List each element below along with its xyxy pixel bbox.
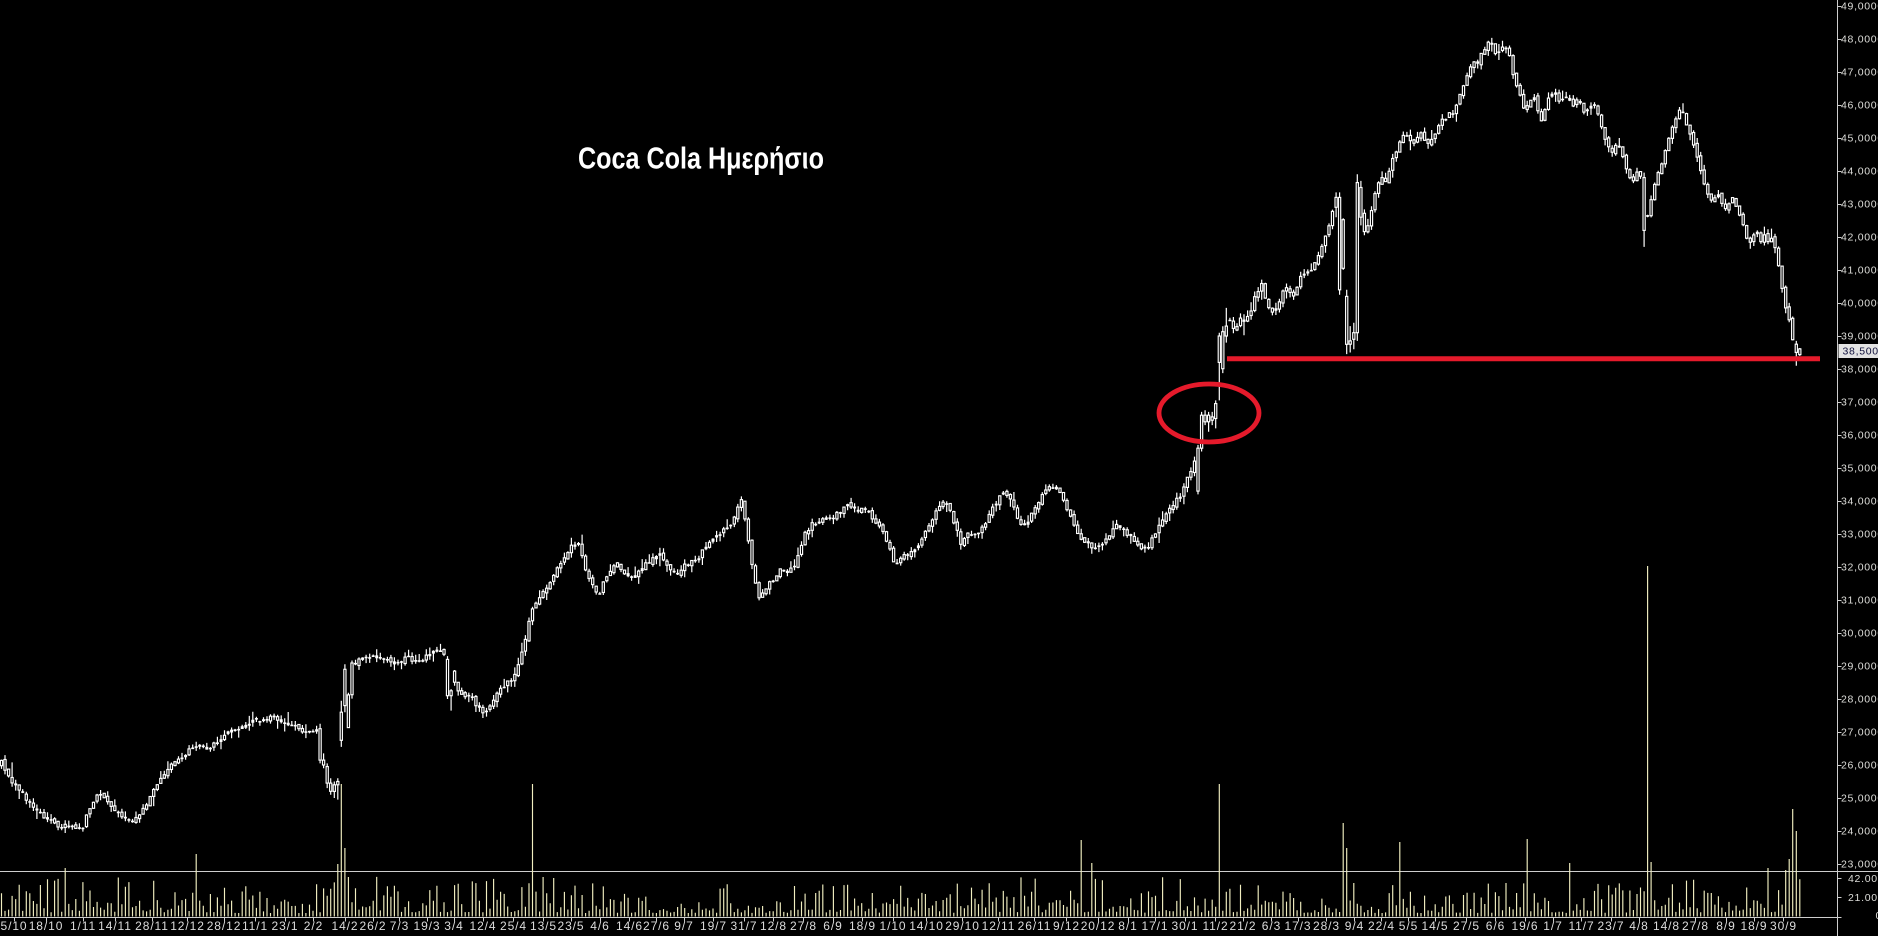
svg-text:14/5: 14/5 xyxy=(1422,919,1449,933)
svg-text:14/11: 14/11 xyxy=(98,919,132,933)
svg-text:26,0000: 26,0000 xyxy=(1841,760,1878,772)
svg-text:14/2: 14/2 xyxy=(332,919,359,933)
svg-text:33,0000: 33,0000 xyxy=(1841,529,1878,541)
svg-text:8/1: 8/1 xyxy=(1118,919,1137,933)
svg-text:49,0000: 49,0000 xyxy=(1841,1,1878,13)
svg-text:27/6: 27/6 xyxy=(643,919,670,933)
svg-text:27,0000: 27,0000 xyxy=(1841,727,1878,739)
svg-text:31/7: 31/7 xyxy=(731,919,758,933)
svg-text:20/12: 20/12 xyxy=(1081,919,1116,933)
svg-text:4/8: 4/8 xyxy=(1629,919,1648,933)
svg-text:12/4: 12/4 xyxy=(470,919,497,933)
svg-text:28,0000: 28,0000 xyxy=(1841,694,1878,706)
svg-text:3/4: 3/4 xyxy=(444,919,463,933)
svg-text:6/3: 6/3 xyxy=(1262,919,1281,933)
svg-text:17/3: 17/3 xyxy=(1285,919,1312,933)
svg-text:46,0000: 46,0000 xyxy=(1841,100,1878,112)
svg-text:14/8: 14/8 xyxy=(1653,919,1680,933)
svg-text:39,0000: 39,0000 xyxy=(1841,331,1878,343)
svg-text:11/1: 11/1 xyxy=(242,919,268,933)
svg-text:27/8: 27/8 xyxy=(790,919,817,933)
svg-text:38,5000: 38,5000 xyxy=(1843,346,1878,358)
svg-text:1/7: 1/7 xyxy=(1543,919,1562,933)
svg-text:27/8: 27/8 xyxy=(1682,919,1709,933)
svg-text:21/2: 21/2 xyxy=(1230,919,1257,933)
svg-text:7/3: 7/3 xyxy=(390,919,409,933)
svg-text:11/2: 11/2 xyxy=(1202,919,1228,933)
svg-text:29,0000: 29,0000 xyxy=(1841,661,1878,673)
svg-text:28/11: 28/11 xyxy=(135,919,169,933)
svg-text:28/12: 28/12 xyxy=(207,919,242,933)
svg-text:28/3: 28/3 xyxy=(1313,919,1340,933)
svg-text:22/4: 22/4 xyxy=(1368,919,1395,933)
svg-text:42,0000: 42,0000 xyxy=(1841,232,1878,244)
svg-text:24,0000: 24,0000 xyxy=(1841,826,1878,838)
svg-text:1/11: 1/11 xyxy=(70,919,96,933)
svg-text:19/3: 19/3 xyxy=(414,919,441,933)
svg-text:21.000: 21.000 xyxy=(1848,892,1878,904)
svg-text:8/9: 8/9 xyxy=(1716,919,1735,933)
svg-text:4/6: 4/6 xyxy=(590,919,609,933)
svg-text:36,0000: 36,0000 xyxy=(1841,430,1878,442)
svg-text:5/5: 5/5 xyxy=(1399,919,1418,933)
svg-text:26/11: 26/11 xyxy=(1018,919,1052,933)
svg-text:25,0000: 25,0000 xyxy=(1841,793,1878,805)
svg-text:45,0000: 45,0000 xyxy=(1841,133,1878,145)
svg-text:19/7: 19/7 xyxy=(700,919,727,933)
svg-text:18/9: 18/9 xyxy=(1741,919,1768,933)
svg-text:6/9: 6/9 xyxy=(823,919,842,933)
svg-text:40,0000: 40,0000 xyxy=(1841,298,1878,310)
svg-text:47,0000: 47,0000 xyxy=(1841,67,1878,79)
svg-text:41,0000: 41,0000 xyxy=(1841,265,1878,277)
svg-text:2/2: 2/2 xyxy=(304,919,323,933)
svg-text:1/10: 1/10 xyxy=(880,919,907,933)
svg-text:18/10: 18/10 xyxy=(29,919,64,933)
svg-text:38,0000: 38,0000 xyxy=(1841,364,1878,376)
svg-text:31,0000: 31,0000 xyxy=(1841,595,1878,607)
svg-text:30,0000: 30,0000 xyxy=(1841,628,1878,640)
svg-text:23/7: 23/7 xyxy=(1598,919,1625,933)
svg-text:27/5: 27/5 xyxy=(1453,919,1480,933)
svg-text:9/12: 9/12 xyxy=(1053,919,1080,933)
svg-text:6/6: 6/6 xyxy=(1486,919,1505,933)
svg-text:26/2: 26/2 xyxy=(360,919,387,933)
svg-text:12/11: 12/11 xyxy=(982,919,1016,933)
svg-text:48,0000: 48,0000 xyxy=(1841,34,1878,46)
svg-text:29/10: 29/10 xyxy=(945,919,980,933)
svg-text:13/5: 13/5 xyxy=(530,919,557,933)
svg-text:14/6: 14/6 xyxy=(616,919,643,933)
svg-text:23,0000: 23,0000 xyxy=(1841,859,1878,871)
svg-text:44,0000: 44,0000 xyxy=(1841,166,1878,178)
svg-text:30/9: 30/9 xyxy=(1770,919,1797,933)
svg-text:12/12: 12/12 xyxy=(170,919,205,933)
svg-text:23/1: 23/1 xyxy=(272,919,299,933)
svg-text:25/4: 25/4 xyxy=(500,919,527,933)
svg-text:37,0000: 37,0000 xyxy=(1841,397,1878,409)
svg-text:35,0000: 35,0000 xyxy=(1841,463,1878,475)
svg-text:34,0000: 34,0000 xyxy=(1841,496,1878,508)
svg-text:19/6: 19/6 xyxy=(1512,919,1539,933)
svg-text:43,0000: 43,0000 xyxy=(1841,199,1878,211)
svg-text:17/1: 17/1 xyxy=(1142,919,1169,933)
svg-text:42.000: 42.000 xyxy=(1848,873,1878,885)
svg-text:5/10: 5/10 xyxy=(1,919,28,933)
svg-text:32,0000: 32,0000 xyxy=(1841,562,1878,574)
svg-text:9/4: 9/4 xyxy=(1345,919,1364,933)
svg-text:0: 0 xyxy=(1876,910,1878,922)
svg-text:18/9: 18/9 xyxy=(849,919,876,933)
svg-text:12/8: 12/8 xyxy=(760,919,787,933)
svg-text:Coca Cola Ημερήσιο: Coca Cola Ημερήσιο xyxy=(578,141,824,176)
svg-text:11/7: 11/7 xyxy=(1568,919,1594,933)
svg-text:9/7: 9/7 xyxy=(674,919,693,933)
svg-text:14/10: 14/10 xyxy=(909,919,944,933)
svg-text:23/5: 23/5 xyxy=(558,919,585,933)
svg-text:30/1: 30/1 xyxy=(1172,919,1199,933)
